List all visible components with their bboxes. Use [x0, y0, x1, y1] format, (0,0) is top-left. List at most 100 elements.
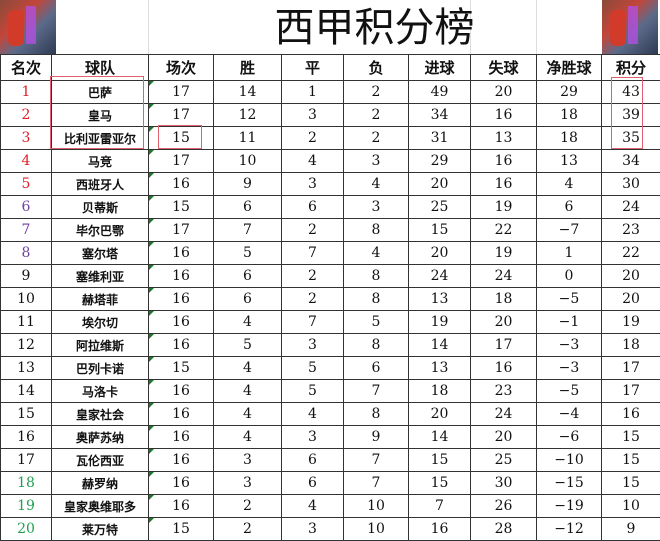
table-row: 9 塞维利亚 16 6 2 8 24 24 0 20 — [0, 264, 660, 288]
goal-difference-cell: 18 — [536, 126, 602, 150]
goals-against-cell: 17 — [470, 333, 537, 357]
table-row: 20 莱万特 15 2 3 10 16 28 −12 9 — [0, 517, 660, 541]
goals-for-cell: 25 — [408, 195, 471, 219]
played-cell: 17 — [148, 149, 214, 173]
played-cell: 16 — [148, 310, 214, 334]
goals-for-cell: 20 — [408, 172, 471, 196]
team-cell: 比利亚雷亚尔 — [51, 126, 149, 150]
team-cell: 巴萨 — [51, 80, 149, 104]
table-row: 18 赫罗纳 16 3 6 7 15 30 −15 15 — [0, 471, 660, 495]
goals-against-cell: 30 — [470, 471, 537, 495]
header-rank: 名次 — [0, 54, 52, 81]
logo-image-right — [602, 0, 658, 54]
goal-difference-cell: 4 — [536, 172, 602, 196]
goals-against-cell: 22 — [470, 218, 537, 242]
lost-cell: 10 — [343, 517, 409, 541]
lost-cell: 8 — [343, 218, 409, 242]
goal-difference-cell: 13 — [536, 149, 602, 173]
header-goal-difference: 净胜球 — [536, 54, 602, 81]
goals-against-cell: 18 — [470, 287, 537, 311]
team-cell: 塞维利亚 — [51, 264, 149, 288]
drawn-cell: 7 — [281, 310, 344, 334]
drawn-cell: 6 — [281, 448, 344, 472]
won-cell: 3 — [213, 448, 282, 472]
rank-cell: 5 — [0, 172, 52, 196]
lost-cell: 4 — [343, 241, 409, 265]
drawn-cell: 5 — [281, 356, 344, 380]
points-cell: 10 — [601, 494, 660, 518]
won-cell: 7 — [213, 218, 282, 242]
table-row: 17 瓦伦西亚 16 3 6 7 15 25 −10 15 — [0, 448, 660, 472]
points-cell: 16 — [601, 402, 660, 426]
goals-for-cell: 24 — [408, 264, 471, 288]
lost-cell: 8 — [343, 333, 409, 357]
drawn-cell: 4 — [281, 149, 344, 173]
played-cell: 17 — [148, 103, 214, 127]
played-cell: 16 — [148, 241, 214, 265]
goal-difference-cell: −19 — [536, 494, 602, 518]
header-points: 积分 — [601, 54, 660, 81]
won-cell: 4 — [213, 310, 282, 334]
points-cell: 15 — [601, 471, 660, 495]
rank-cell: 15 — [0, 402, 52, 426]
points-cell: 17 — [601, 356, 660, 380]
drawn-cell: 6 — [281, 471, 344, 495]
rank-cell: 4 — [0, 149, 52, 173]
goal-difference-cell: 18 — [536, 103, 602, 127]
page-title: 西甲积分榜 — [274, 5, 475, 51]
table-row: 5 西班牙人 16 9 3 4 20 16 4 30 — [0, 172, 660, 196]
gridline — [536, 0, 537, 54]
goal-difference-cell: −12 — [536, 517, 602, 541]
goals-against-cell: 16 — [470, 103, 537, 127]
table-row: 4 马竞 17 10 4 3 29 16 13 34 — [0, 149, 660, 173]
played-cell: 17 — [148, 80, 214, 104]
rank-cell: 13 — [0, 356, 52, 380]
goals-against-cell: 16 — [470, 172, 537, 196]
goal-difference-cell: −10 — [536, 448, 602, 472]
table-row: 13 巴列卡诺 15 4 5 6 13 16 −3 17 — [0, 356, 660, 380]
rank-cell: 8 — [0, 241, 52, 265]
goal-difference-cell: −15 — [536, 471, 602, 495]
played-cell: 17 — [148, 218, 214, 242]
points-cell: 43 — [601, 80, 660, 104]
goal-difference-cell: −5 — [536, 287, 602, 311]
lost-cell: 6 — [343, 356, 409, 380]
goals-against-cell: 24 — [470, 402, 537, 426]
rank-cell: 9 — [0, 264, 52, 288]
lost-cell: 7 — [343, 471, 409, 495]
rank-cell: 11 — [0, 310, 52, 334]
goals-against-cell: 28 — [470, 517, 537, 541]
lost-cell: 2 — [343, 126, 409, 150]
drawn-cell: 3 — [281, 517, 344, 541]
won-cell: 5 — [213, 333, 282, 357]
team-cell: 莱万特 — [51, 517, 149, 541]
header-drawn: 平 — [281, 54, 344, 81]
lost-cell: 3 — [343, 195, 409, 219]
played-cell: 16 — [148, 379, 214, 403]
team-cell: 瓦伦西亚 — [51, 448, 149, 472]
header-lost: 负 — [343, 54, 409, 81]
drawn-cell: 2 — [281, 287, 344, 311]
points-cell: 30 — [601, 172, 660, 196]
won-cell: 4 — [213, 402, 282, 426]
goals-for-cell: 15 — [408, 471, 471, 495]
played-cell: 16 — [148, 287, 214, 311]
won-cell: 12 — [213, 103, 282, 127]
goal-difference-cell: 1 — [536, 241, 602, 265]
goals-for-cell: 13 — [408, 287, 471, 311]
team-cell: 皇家社会 — [51, 402, 149, 426]
goals-for-cell: 16 — [408, 517, 471, 541]
played-cell: 16 — [148, 425, 214, 449]
won-cell: 11 — [213, 126, 282, 150]
rank-cell: 17 — [0, 448, 52, 472]
won-cell: 4 — [213, 425, 282, 449]
played-cell: 16 — [148, 471, 214, 495]
goal-difference-cell: −4 — [536, 402, 602, 426]
rank-cell: 12 — [0, 333, 52, 357]
goals-for-cell: 49 — [408, 80, 471, 104]
played-cell: 15 — [148, 195, 214, 219]
table-row: 6 贝蒂斯 15 6 6 3 25 19 6 24 — [0, 195, 660, 219]
drawn-cell: 3 — [281, 103, 344, 127]
won-cell: 2 — [213, 517, 282, 541]
points-cell: 15 — [601, 425, 660, 449]
